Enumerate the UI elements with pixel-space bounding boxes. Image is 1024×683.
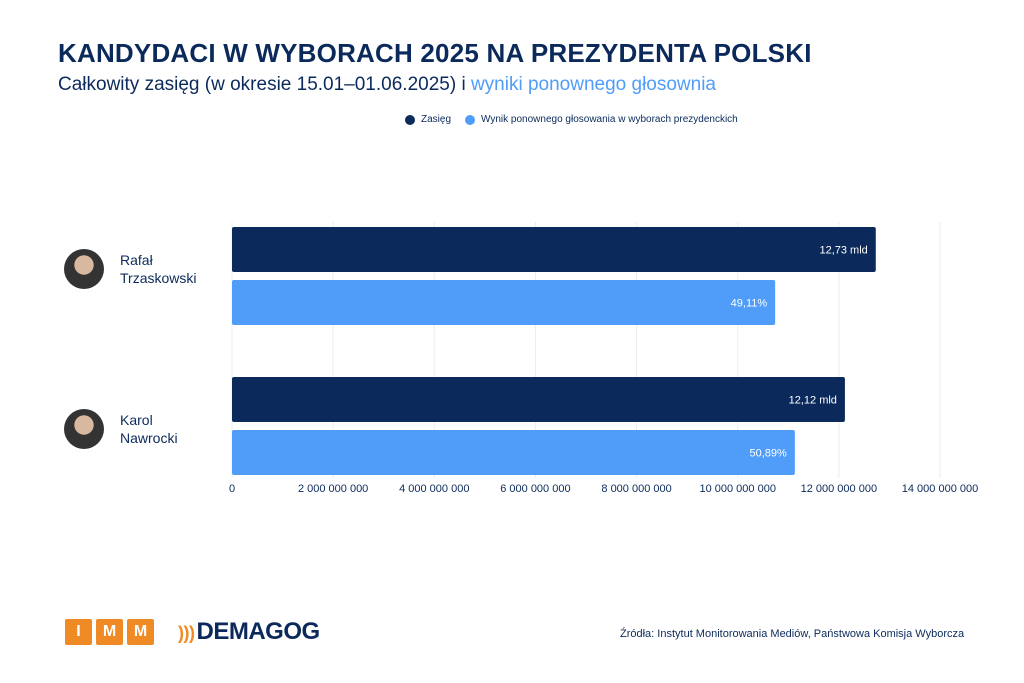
- bar: [232, 280, 776, 325]
- legend-swatch: [405, 114, 415, 125]
- data-label: 12,73 mld: [819, 245, 867, 257]
- legend: Zasięg Wynik ponownego głosowania w wybo…: [405, 114, 738, 125]
- logo-letter: M: [127, 619, 154, 645]
- legend-item-result: Wynik ponownego głosowania w wyborach pr…: [465, 114, 738, 125]
- candidate-first-name: Karol: [120, 412, 153, 428]
- subtitle-text: Całkowity zasięg (w okresie 15.01–01.06.…: [58, 74, 466, 95]
- data-label: 50,89%: [750, 448, 788, 460]
- avatar: [64, 249, 104, 289]
- demagog-logo: )))DEMAGOG: [178, 618, 320, 646]
- legend-item-reach: Zasięg: [405, 114, 451, 125]
- x-tick-label: 12 000 000 000: [801, 483, 877, 495]
- data-label: 12,12 mld: [789, 395, 837, 407]
- chart-title: KANDYDACI W WYBORACH 2025 NA PREZYDENTA …: [58, 38, 812, 68]
- x-tick-label: 4 000 000 000: [399, 483, 469, 495]
- x-tick-label: 0: [229, 483, 235, 495]
- x-tick-label: 10 000 000 000: [699, 483, 775, 495]
- x-tick-label: 6 000 000 000: [500, 483, 570, 495]
- bar: [232, 430, 795, 475]
- bar: [232, 227, 876, 272]
- avatar: [64, 409, 104, 449]
- candidate-last-name: Nawrocki: [120, 430, 178, 446]
- data-label: 49,11%: [731, 298, 768, 310]
- logo-letter: I: [65, 619, 92, 645]
- subtitle-highlight: wyniki ponownego głosownia: [470, 74, 716, 95]
- legend-label: Zasięg: [421, 114, 452, 125]
- bar: [232, 377, 845, 422]
- signal-icon: ))): [178, 623, 195, 643]
- candidate-first-name: Rafał: [120, 252, 153, 268]
- x-tick-label: 8 000 000 000: [601, 483, 671, 495]
- candidate-last-name: Trzaskowski: [120, 270, 197, 286]
- chart-subtitle: Całkowity zasięg (w okresie 15.01–01.06.…: [58, 74, 716, 96]
- logo-letter: M: [96, 619, 123, 645]
- imm-logo: I M M: [65, 619, 154, 645]
- source-note: Źródła: Instytut Monitorowania Mediów, P…: [620, 628, 965, 640]
- candidate-nawrocki: Karol Nawrocki: [64, 409, 178, 449]
- legend-label: Wynik ponownego głosowania w wyborach pr…: [481, 114, 738, 125]
- candidate-trzaskowski: Rafał Trzaskowski: [64, 249, 197, 289]
- x-tick-label: 2 000 000 000: [298, 483, 368, 495]
- x-tick-label: 14 000 000 000: [902, 483, 978, 495]
- legend-swatch: [465, 114, 476, 125]
- logo-text: DEMAGOG: [196, 618, 320, 645]
